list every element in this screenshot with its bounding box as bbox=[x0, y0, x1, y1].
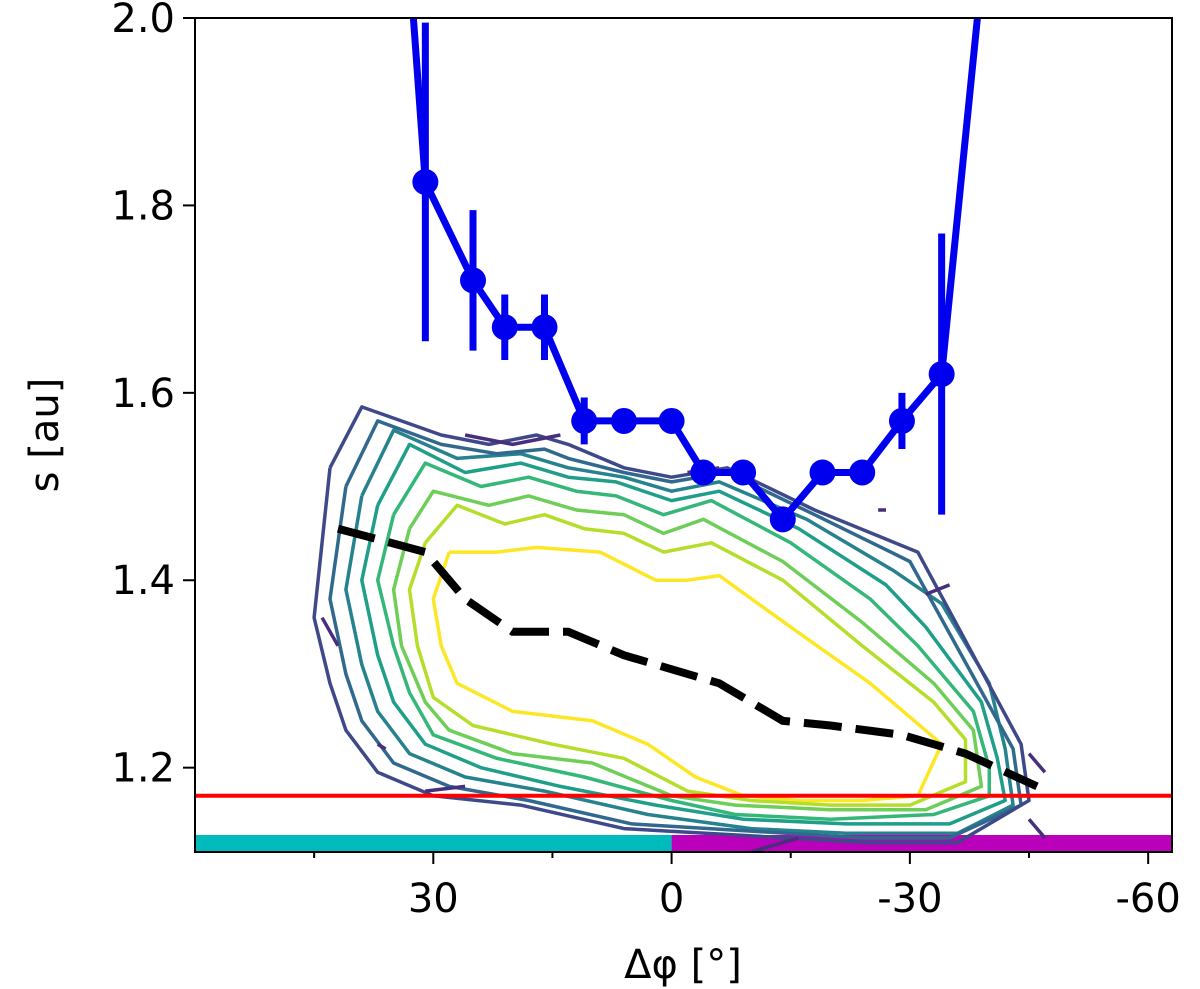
marker-layer bbox=[412, 22, 955, 533]
data-point bbox=[460, 267, 487, 294]
x-axis-title: Δφ [°] bbox=[624, 942, 742, 988]
contour-line-2 bbox=[391, 489, 984, 812]
contour-line-10 bbox=[925, 583, 951, 596]
data-point bbox=[769, 506, 796, 533]
color-band-0 bbox=[195, 835, 672, 852]
data-point bbox=[531, 314, 558, 341]
series-line-dashed bbox=[336, 524, 1039, 791]
contour-line-0 bbox=[431, 545, 944, 803]
data-point bbox=[690, 459, 717, 486]
contour-line-12 bbox=[320, 616, 340, 647]
contour-line-13 bbox=[425, 784, 466, 793]
data-point bbox=[730, 459, 757, 486]
data-point bbox=[412, 168, 439, 195]
y-tick-label: 1.4 bbox=[111, 558, 175, 604]
contour-line-14 bbox=[1027, 752, 1047, 774]
contour-line-3 bbox=[375, 461, 992, 821]
y-tick-label: 1.2 bbox=[111, 746, 175, 792]
contour-layer bbox=[312, 405, 1047, 852]
axes-layer: 30 0 -30 -60 1.2 1.4 1.6 1.8 2.0 bbox=[111, 0, 1180, 922]
contour-line-5 bbox=[344, 428, 1015, 836]
data-point bbox=[571, 407, 598, 434]
x-tick-label: -30 bbox=[877, 876, 942, 922]
data-point bbox=[849, 459, 876, 486]
contour-line-15 bbox=[1027, 818, 1047, 840]
y-axis-title: s [au] bbox=[22, 378, 68, 493]
color-band-layer bbox=[195, 835, 1172, 852]
y-tick-label: 1.8 bbox=[111, 183, 175, 229]
data-point bbox=[491, 314, 518, 341]
data-point bbox=[809, 459, 836, 486]
series-line-0 bbox=[409, 18, 981, 523]
contour-line-17 bbox=[376, 742, 387, 751]
x-tick-label: -60 bbox=[1115, 876, 1180, 922]
data-point bbox=[658, 407, 685, 434]
contour-line-6 bbox=[328, 419, 1023, 840]
data-point bbox=[928, 361, 955, 388]
data-point bbox=[610, 407, 637, 434]
x-tick-label: 0 bbox=[659, 876, 684, 922]
data-point bbox=[888, 407, 915, 434]
contour-line-4 bbox=[360, 442, 1007, 826]
contour-line-7 bbox=[312, 405, 1031, 845]
contour-line-8 bbox=[464, 433, 561, 447]
y-tick-label: 2.0 bbox=[111, 0, 175, 42]
y-tick-label: 1.6 bbox=[111, 371, 175, 417]
contour-line-1 bbox=[407, 503, 968, 807]
contour-line-16 bbox=[750, 836, 800, 852]
x-tick-label: 30 bbox=[408, 876, 459, 922]
plot-frame bbox=[194, 17, 1173, 853]
series-layer bbox=[195, 18, 1172, 798]
